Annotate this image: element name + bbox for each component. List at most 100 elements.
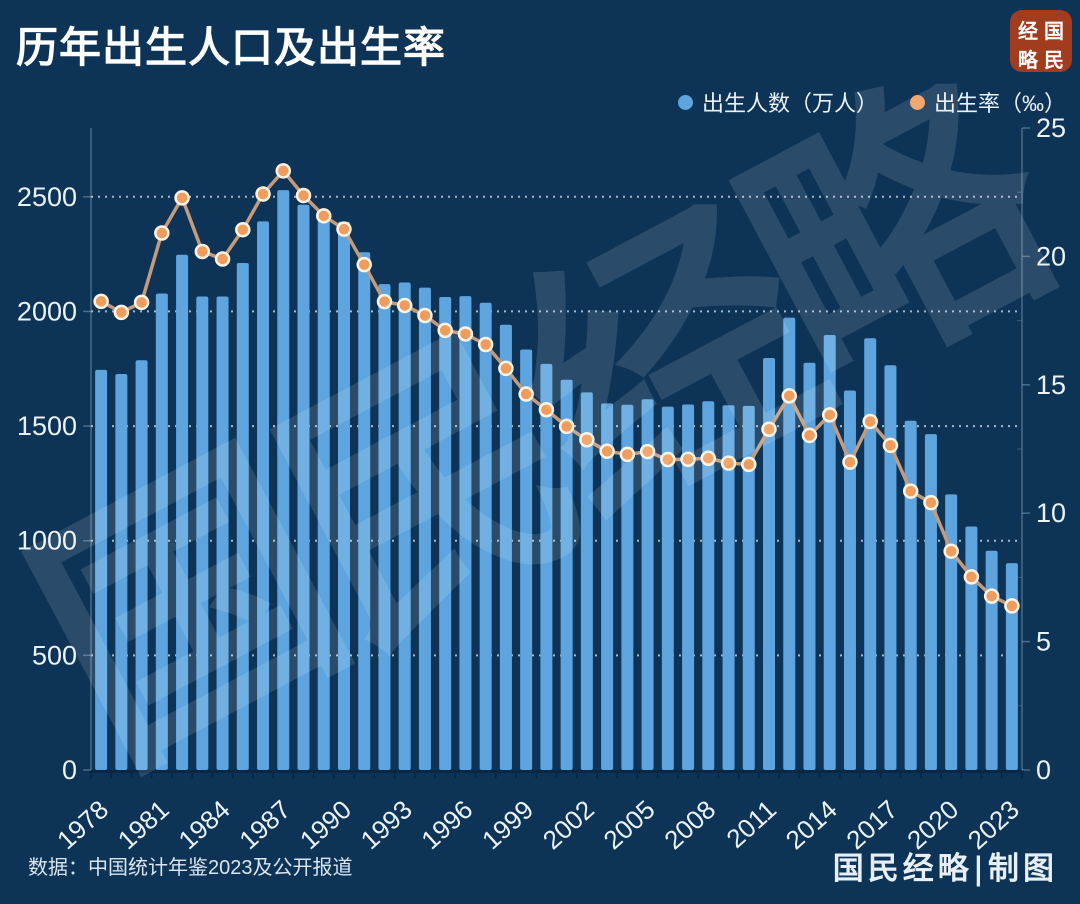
bar-1989	[317, 216, 330, 771]
marker-2023	[1004, 598, 1020, 614]
bar-2023	[1005, 563, 1018, 770]
bar-2013	[803, 362, 816, 770]
right-axis-label-0: 0	[1036, 755, 1051, 785]
bar-2018	[904, 420, 917, 770]
rate-dot-icon	[909, 94, 925, 110]
legend-item-rate: 出生率（‰）	[909, 86, 1066, 118]
marker-2008	[700, 450, 717, 466]
right-axis-label-25: 25	[1036, 113, 1066, 143]
marker-1995	[437, 322, 453, 339]
bar-1999	[520, 349, 533, 770]
marker-2004	[619, 446, 636, 463]
logo-char: 略	[1018, 48, 1038, 72]
bar-2017	[884, 365, 897, 770]
bar-2006	[661, 406, 674, 770]
marker-2005	[639, 443, 656, 460]
left-axis-label-500: 500	[32, 640, 77, 670]
left-axis-label-0: 0	[62, 755, 77, 785]
legend-item-births: 出生人数（万人）	[677, 86, 878, 118]
bar-2007	[682, 404, 695, 770]
bar-2003	[601, 403, 614, 770]
marker-2012	[781, 388, 797, 404]
bar-1978	[95, 369, 108, 770]
logo-char: 经	[1018, 19, 1038, 43]
bar-1983	[196, 296, 209, 770]
marker-2019	[923, 494, 939, 511]
bar-1997	[479, 302, 492, 770]
marker-2018	[902, 483, 919, 499]
bar-2010	[742, 405, 755, 770]
marker-1979	[113, 304, 130, 321]
bar-2009	[722, 405, 735, 770]
marker-1980	[133, 294, 150, 311]
bar-1998	[499, 324, 512, 770]
bar-1980	[135, 360, 148, 770]
bar-1985	[236, 263, 249, 770]
marker-1993	[396, 297, 413, 314]
marker-2002	[579, 432, 595, 448]
marker-2001	[558, 418, 575, 435]
marker-2021	[963, 569, 980, 585]
births-dot-icon	[677, 94, 693, 110]
x-axis-label-1993: 1993	[355, 794, 418, 855]
bar-1984	[216, 296, 229, 770]
x-axis-label-1990: 1990	[294, 794, 357, 855]
marker-2022	[983, 588, 1000, 604]
marker-1981	[154, 225, 170, 241]
left-axis-label-2000: 2000	[17, 296, 77, 326]
x-axis-label-1981: 1981	[112, 794, 175, 855]
marker-2000	[538, 401, 555, 418]
x-axis-label-1996: 1996	[415, 794, 478, 855]
x-axis-label-1984: 1984	[173, 794, 236, 855]
bar-2014	[823, 335, 836, 770]
x-axis-label-2011: 2011	[720, 794, 782, 854]
right-axis-label-20: 20	[1036, 241, 1066, 271]
bar-1979	[115, 374, 128, 770]
bar-2012	[783, 317, 796, 770]
marker-1997	[477, 336, 494, 353]
right-axis-label-5: 5	[1036, 627, 1051, 657]
marker-2007	[680, 451, 696, 468]
bar-1993	[398, 282, 411, 770]
bar-1982	[176, 254, 189, 771]
chart-legend: 出生人数（万人） 出生率（‰）	[677, 86, 1066, 118]
marker-1990	[336, 221, 352, 237]
bar-2004	[621, 404, 634, 770]
marker-1989	[316, 208, 332, 224]
marker-2011	[761, 421, 777, 437]
data-source-note: 数据：中国统计年鉴2023及公开报道	[28, 857, 353, 879]
marker-1988	[295, 187, 312, 204]
page-title: 历年出生人口及出生率	[16, 24, 447, 71]
marker-1985	[235, 221, 251, 238]
bar-1991	[358, 252, 371, 771]
marker-1978	[93, 293, 109, 310]
marker-1982	[174, 190, 190, 206]
marker-2006	[660, 451, 676, 468]
bar-1990	[337, 221, 350, 771]
bar-2019	[924, 434, 937, 770]
marker-1986	[255, 186, 271, 202]
bar-2000	[540, 363, 553, 770]
bar-1995	[439, 296, 452, 770]
marker-1992	[376, 293, 393, 310]
left-axis-label-2500: 2500	[17, 182, 77, 212]
bar-1992	[378, 284, 391, 770]
bar-2015	[843, 390, 856, 770]
marker-2020	[943, 543, 959, 559]
bar-2016	[864, 338, 877, 770]
legend-births-label: 出生人数（万人）	[701, 91, 878, 116]
marker-2016	[862, 413, 878, 430]
right-axis-label-15: 15	[1036, 370, 1066, 400]
x-axis-label-1978: 1978	[51, 794, 114, 855]
marker-2009	[720, 455, 737, 471]
bar-2020	[945, 494, 958, 770]
left-axis-label-1000: 1000	[17, 526, 77, 556]
bar-2001	[560, 379, 573, 770]
bar-1996	[459, 296, 472, 770]
marker-1987	[275, 163, 292, 179]
bar-1994	[418, 287, 431, 770]
right-axis-label-10: 10	[1036, 498, 1066, 528]
x-axis-label-2008: 2008	[658, 794, 721, 855]
brand-logo: 经 国 略 民	[1010, 10, 1072, 72]
bar-2022	[985, 550, 998, 770]
